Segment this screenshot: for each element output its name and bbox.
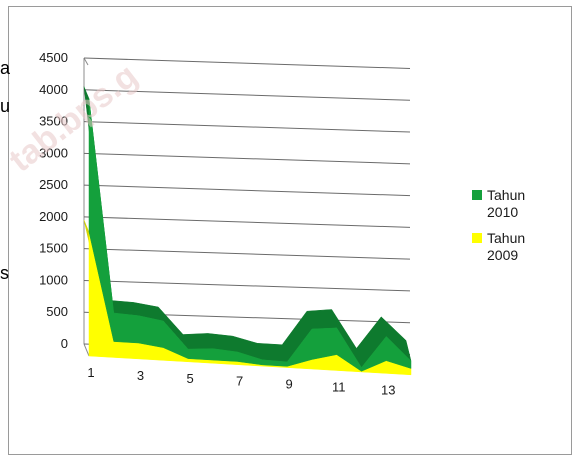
legend-label: Tahun — [487, 230, 525, 246]
gridline — [83, 89, 411, 101]
x-tick-label: 13 — [381, 382, 395, 397]
legend-swatch — [472, 233, 482, 243]
gridline — [83, 121, 411, 133]
y-tick-label: 0 — [61, 336, 68, 351]
legend-label: Tahun — [487, 187, 525, 203]
gridline — [83, 184, 411, 197]
background-layer: a u s — [0, 58, 11, 283]
gridline — [83, 152, 411, 165]
gridline — [83, 279, 411, 292]
x-tick-label: 1 — [87, 365, 94, 380]
series-2010-area — [88, 98, 412, 372]
y-tick-label: 500 — [46, 304, 68, 319]
watermark: tab.bps.g — [2, 57, 144, 180]
y-tick-label: 4500 — [39, 50, 68, 65]
y-tick-label: 1000 — [39, 272, 68, 287]
x-tick-label: 3 — [137, 368, 144, 383]
top-depth-edge — [83, 57, 89, 66]
legend-label: 2009 — [487, 247, 518, 263]
background-text-fragment: a — [0, 58, 11, 78]
x-tick-label: 9 — [286, 377, 293, 392]
legend-swatch — [472, 190, 482, 200]
y-tick-label: 2500 — [39, 177, 68, 192]
background-text-fragment: s — [0, 263, 9, 283]
y-tick-label: 3000 — [39, 145, 68, 160]
gridline — [83, 57, 411, 69]
y-tick-label: 3500 — [39, 114, 68, 129]
x-tick-label: 7 — [236, 374, 243, 389]
background-text-fragment: u — [0, 96, 10, 116]
gridline — [83, 216, 411, 228]
floor-depth-edge — [83, 343, 90, 357]
x-axis-ticks: 1 3 5 7 9 11 13 — [87, 365, 395, 397]
gridlines — [83, 57, 411, 355]
y-tick-label: 1500 — [39, 241, 68, 256]
legend-label: 2010 — [487, 204, 518, 220]
chart-walls — [83, 57, 90, 357]
chart-areas — [83, 86, 412, 376]
x-tick-label: 11 — [332, 379, 346, 394]
gridline — [83, 248, 411, 260]
x-tick-label: 5 — [186, 371, 193, 386]
y-axis-ticks: 0 500 1000 1500 2000 2500 3000 3500 4000 4500 — [39, 50, 68, 351]
y-tick-label: 2000 — [39, 209, 68, 224]
y-tick-label: 4000 — [39, 82, 68, 97]
